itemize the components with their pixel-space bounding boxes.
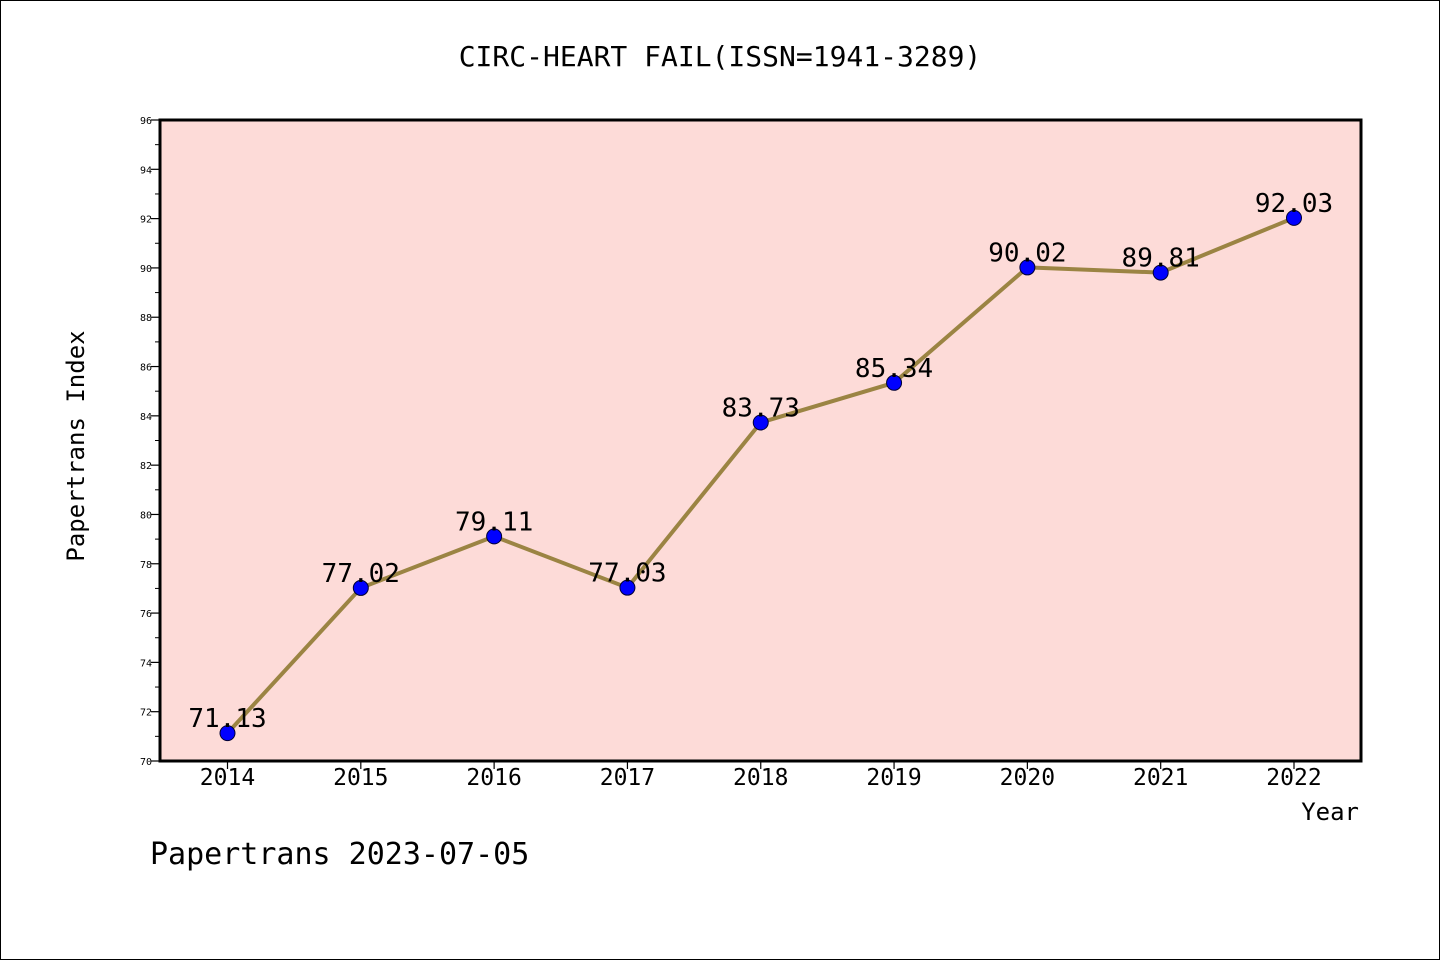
y-tick-label: 86 — [140, 363, 152, 374]
x-axis: 2014 2015 2016 2017 2018 2019 2020 2021 2022 — [200, 761, 1322, 791]
data-point — [886, 374, 903, 391]
y-axis-title: Papertrans Index — [62, 330, 90, 561]
data-point — [352, 579, 369, 596]
y-tick-label: 82 — [140, 461, 152, 472]
y-axis: 70 72 74 76 78 80 82 84 86 88 90 92 94 96 — [140, 116, 160, 768]
x-tick-label: 2022 — [1266, 765, 1321, 791]
data-point — [486, 528, 503, 545]
chart-title: CIRC-HEART FAIL(ISSN=1941-3289) — [459, 40, 982, 73]
x-tick-label: 2014 — [200, 765, 255, 791]
footer-text: Papertrans 2023-07-05 — [150, 837, 529, 872]
y-tick-label: 74 — [140, 658, 152, 669]
data-label: 85.34 — [855, 354, 933, 384]
data-point — [619, 579, 636, 596]
data-point — [1019, 259, 1036, 276]
y-tick-label: 96 — [140, 116, 152, 127]
x-tick-label: 2019 — [866, 765, 921, 791]
x-tick-label: 2017 — [600, 765, 655, 791]
y-tick-label: 84 — [140, 412, 152, 423]
data-labels: 71.13 77.02 79.11 77.03 83.73 85.34 90.02 89.81… — [188, 189, 1333, 734]
data-label: 90.02 — [988, 238, 1066, 268]
y-tick-label: 80 — [140, 510, 152, 521]
data-point — [1286, 209, 1302, 226]
x-tick-label: 2021 — [1133, 765, 1188, 791]
x-tick-label: 2018 — [733, 765, 788, 791]
y-tick-label: 92 — [140, 215, 152, 226]
data-label: 92.03 — [1255, 189, 1333, 219]
y-tick-label: 94 — [140, 165, 152, 176]
data-label: 89.81 — [1122, 244, 1200, 274]
y-tick-label: 88 — [140, 313, 152, 324]
data-point — [752, 414, 769, 431]
y-tick-label: 90 — [140, 264, 152, 275]
x-tick-label: 2016 — [466, 765, 521, 791]
data-label: 77.03 — [588, 559, 666, 589]
data-point — [1152, 264, 1169, 281]
data-label: 83.73 — [722, 394, 800, 424]
plot-area — [158, 118, 1363, 763]
y-tick-label: 78 — [140, 560, 152, 571]
data-label: 77.02 — [322, 559, 400, 589]
x-tick-label: 2020 — [1000, 765, 1055, 791]
data-point — [219, 725, 236, 742]
x-tick-label: 2015 — [333, 765, 388, 791]
y-tick-label: 70 — [140, 757, 152, 768]
series-line-group — [219, 209, 1302, 742]
y-tick-label: 76 — [140, 609, 152, 620]
data-label: 71.13 — [188, 704, 266, 734]
y-tick-label: 72 — [140, 708, 152, 719]
data-label: 79.11 — [455, 507, 533, 537]
x-axis-title: Year — [1301, 798, 1359, 826]
